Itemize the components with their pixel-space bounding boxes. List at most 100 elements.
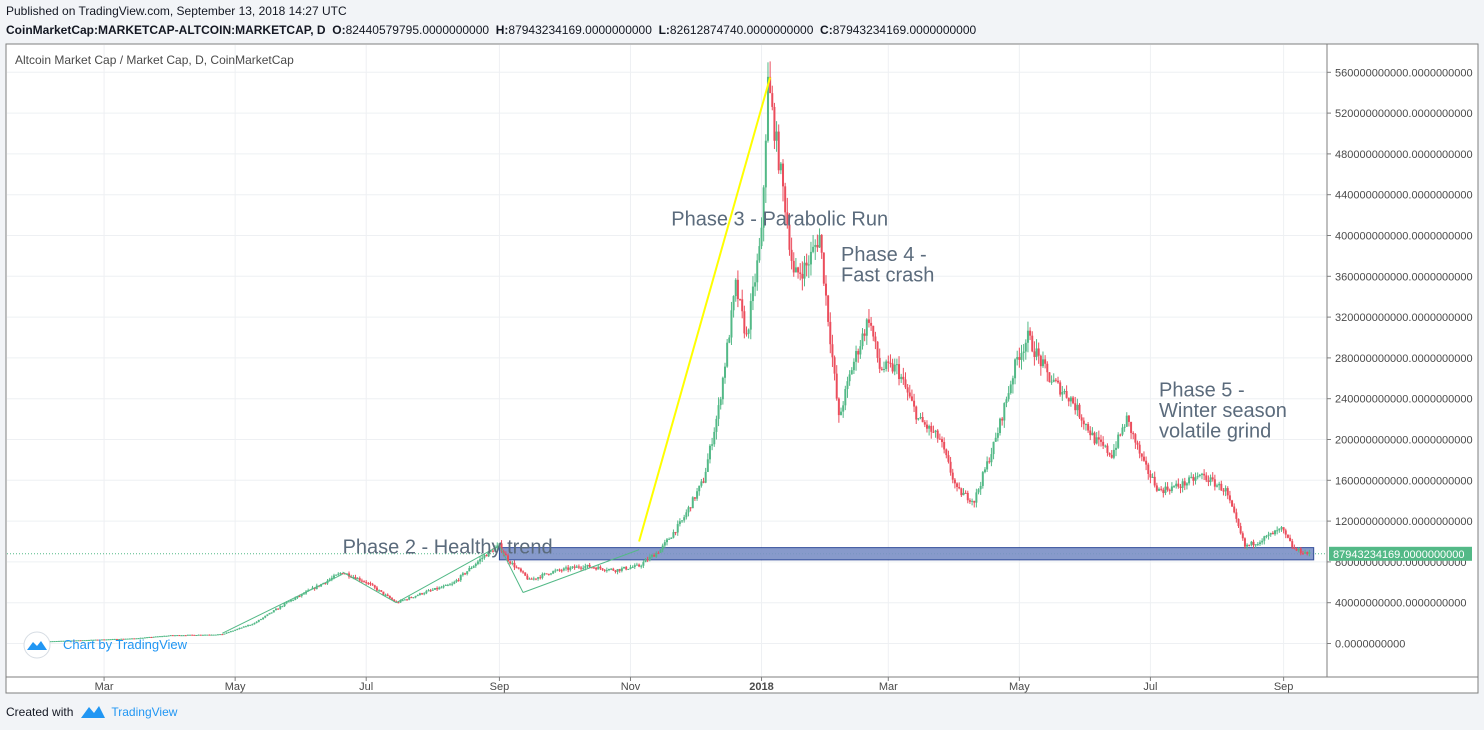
x-tick-label[interactable]: Mar xyxy=(95,681,114,693)
candle-body xyxy=(943,442,946,450)
x-tick-label[interactable]: Nov xyxy=(621,681,641,693)
candle-body xyxy=(859,346,862,355)
candle-body xyxy=(1222,490,1225,492)
candle-body xyxy=(582,567,585,569)
y-tick-label[interactable]: 200000000000.0000000000 xyxy=(1335,435,1473,447)
candle-body xyxy=(464,573,467,575)
candle-body xyxy=(1205,475,1208,481)
candle-body xyxy=(960,488,963,496)
candle-body xyxy=(670,537,673,539)
time-axis[interactable]: Mar May Jul Sep Nov 2018 Mar May Jul Sep xyxy=(95,677,1294,693)
candle-body xyxy=(642,562,645,566)
y-tick-label[interactable]: 320000000000.0000000000 xyxy=(1335,312,1473,324)
candle-body xyxy=(1280,527,1283,529)
x-tick-label[interactable]: Jul xyxy=(1143,681,1157,693)
candle-body xyxy=(513,562,516,568)
y-tick-label[interactable]: 520000000000.0000000000 xyxy=(1335,108,1473,120)
candle-body xyxy=(743,311,746,334)
candle-body xyxy=(255,621,258,623)
candle-body xyxy=(1074,403,1077,411)
candle-body xyxy=(369,583,372,585)
x-tick-label[interactable]: May xyxy=(225,681,246,693)
candle-body xyxy=(283,603,286,607)
x-tick-label[interactable]: May xyxy=(1009,681,1030,693)
candle-body xyxy=(70,640,73,642)
candles xyxy=(42,61,1311,643)
candle-body xyxy=(77,640,80,642)
candle-body xyxy=(332,575,335,578)
x-tick-label[interactable]: 2018 xyxy=(749,681,773,693)
candle-body xyxy=(1267,534,1270,536)
y-tick-label[interactable]: 400000000000.0000000000 xyxy=(1335,231,1473,243)
ohlc-line: CoinMarketCap:MARKETCAP-ALTCOIN:MARKETCA… xyxy=(6,23,976,37)
candle-body xyxy=(913,400,916,407)
y-tick-label[interactable]: 0.0000000000 xyxy=(1335,639,1405,651)
candle-body xyxy=(156,636,159,638)
candle-body xyxy=(1149,473,1152,478)
candle-body xyxy=(259,619,262,621)
candle-body xyxy=(393,599,396,602)
x-tick-label[interactable]: Jul xyxy=(359,681,373,693)
candle-body xyxy=(277,608,280,610)
candle-body xyxy=(1134,434,1137,443)
candle-body xyxy=(547,573,550,575)
y-tick-label[interactable]: 280000000000.0000000000 xyxy=(1335,353,1473,365)
x-tick-label[interactable]: Sep xyxy=(490,681,510,693)
candle-body xyxy=(678,521,681,525)
candle-body xyxy=(111,639,114,641)
candle-body xyxy=(552,571,555,574)
candle-body xyxy=(83,640,86,642)
candle-body xyxy=(206,634,209,636)
candle-body xyxy=(1026,330,1029,343)
candle-body xyxy=(1005,399,1008,404)
candle-body xyxy=(231,630,234,632)
parabolic-line xyxy=(638,77,772,542)
y-tick-label[interactable]: 560000000000.0000000000 xyxy=(1335,67,1473,79)
candle-body xyxy=(466,571,469,574)
close-value: 87943234169.0000000000 xyxy=(832,23,977,37)
candle-body xyxy=(1231,500,1234,507)
candle-body xyxy=(577,566,580,568)
candle-body xyxy=(253,622,256,625)
candle-body xyxy=(1048,372,1051,382)
candle-body xyxy=(1119,434,1122,436)
candle-body xyxy=(356,578,359,580)
candle-body xyxy=(373,585,376,588)
candle-body xyxy=(805,262,808,266)
x-tick-label[interactable]: Mar xyxy=(879,681,898,693)
candle-body xyxy=(999,418,1002,434)
candle-body xyxy=(436,588,439,590)
candle-body xyxy=(1138,444,1141,454)
candle-body xyxy=(64,640,67,642)
candle-body xyxy=(1166,486,1169,490)
candle-body xyxy=(1276,530,1279,532)
candle-body xyxy=(425,591,428,594)
tradingview-watermark[interactable]: Chart by TradingView xyxy=(23,631,188,659)
candle-body xyxy=(629,567,632,569)
candle-body xyxy=(719,399,722,406)
y-tick-label[interactable]: 440000000000.0000000000 xyxy=(1335,190,1473,202)
y-tick-label[interactable]: 160000000000.0000000000 xyxy=(1335,475,1473,487)
y-tick-label[interactable]: 480000000000.0000000000 xyxy=(1335,149,1473,161)
x-tick-label[interactable]: Sep xyxy=(1274,681,1294,693)
price-axis[interactable]: 0.000000000040000000000.0000000000800000… xyxy=(1327,67,1473,651)
y-tick-label[interactable]: 120000000000.0000000000 xyxy=(1335,516,1473,528)
tradingview-link[interactable]: TradingView xyxy=(111,705,178,719)
y-tick-label[interactable]: 360000000000.0000000000 xyxy=(1335,271,1473,283)
candle-body xyxy=(1304,552,1307,554)
candle-body xyxy=(1170,486,1173,492)
candle-body xyxy=(365,581,368,584)
y-tick-label[interactable]: 240000000000.0000000000 xyxy=(1335,394,1473,406)
y-tick-label[interactable]: 40000000000.0000000000 xyxy=(1335,598,1467,610)
candle-body xyxy=(60,640,63,642)
candle-body xyxy=(1185,483,1188,486)
candle-body xyxy=(1046,363,1049,373)
candle-body xyxy=(189,634,192,636)
candle-body xyxy=(461,573,464,576)
candle-body xyxy=(348,573,351,577)
candle-body xyxy=(457,580,460,582)
candle-body xyxy=(148,636,151,638)
candle-body xyxy=(891,363,894,372)
candle-body xyxy=(698,485,701,492)
